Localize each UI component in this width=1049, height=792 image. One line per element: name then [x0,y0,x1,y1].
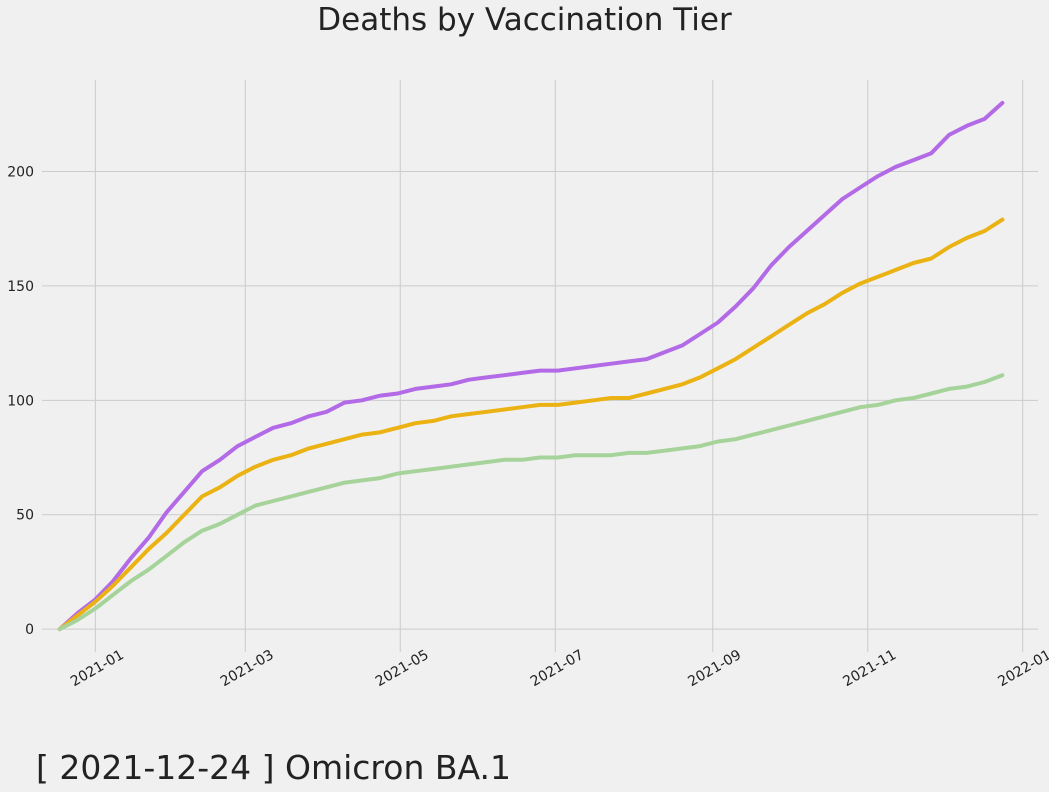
y-tick-label: 50 [16,508,34,524]
x-tick-label: 2021-05 [373,647,432,690]
grid-lines [42,80,1038,652]
x-tick-label: 2021-03 [218,647,277,690]
y-tick-label: 100 [7,393,34,409]
series-lines [57,100,1005,632]
chart-title: Deaths by Vaccination Tier [317,2,732,38]
series-line-2 [57,217,1005,632]
y-tick-label: 150 [7,279,34,295]
x-tick-label: 2022-01 [995,647,1049,690]
x-tick-label: 2021-09 [685,647,744,690]
series-line-1 [57,100,1005,632]
y-tick-label: 200 [7,165,34,181]
x-tick-label: 2021-01 [68,647,127,690]
tick-labels: 0 50 100 150 200 2021-01 2021-03 2021-05 2021-07… [7,165,1049,691]
chart-caption: [ 2021-12-24 ] Omicron BA.1 [36,748,511,787]
y-tick-label: 0 [25,622,34,638]
x-tick-label: 2021-07 [528,647,587,690]
x-tick-label: 2021-11 [840,647,899,690]
series-line-3 [57,373,1005,632]
